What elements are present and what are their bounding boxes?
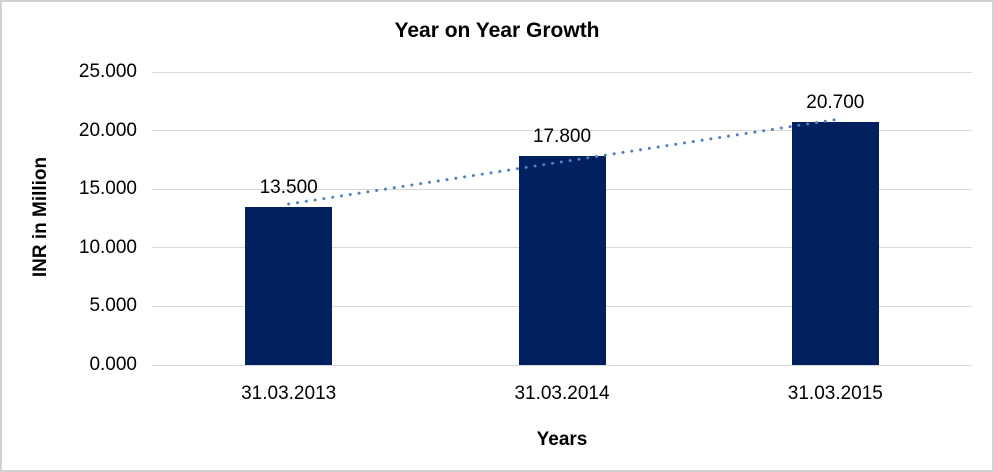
bar: [518, 156, 606, 365]
y-axis-tick-label: 0.000: [89, 354, 137, 375]
bar-value-label: 20.700: [806, 92, 865, 114]
y-axis-tick-label: 15.000: [78, 178, 137, 200]
y-gridline: [152, 71, 972, 73]
x-axis-tick-label: 31.03.2013: [241, 383, 337, 404]
y-axis-tick-label: 10.000: [78, 236, 137, 258]
y-gridline: [152, 364, 972, 366]
bar: [245, 206, 333, 365]
x-axis-tick-label: 31.03.2015: [787, 383, 883, 404]
chart-title: Year on Year Growth: [394, 19, 600, 42]
x-axis-title: Years: [536, 429, 588, 450]
y-axis-tick-label: 25.000: [78, 61, 137, 82]
y-axis-title: INR in Million: [30, 156, 51, 278]
x-axis-tick-label: 31.03.2014: [514, 383, 610, 404]
bar: [791, 122, 879, 365]
y-axis-tick-label: 5.000: [89, 295, 137, 317]
bar-value-label: 17.800: [532, 126, 592, 148]
y-axis-tick-label: 20.000: [78, 119, 137, 141]
bar-value-label: 13.500: [259, 176, 318, 198]
